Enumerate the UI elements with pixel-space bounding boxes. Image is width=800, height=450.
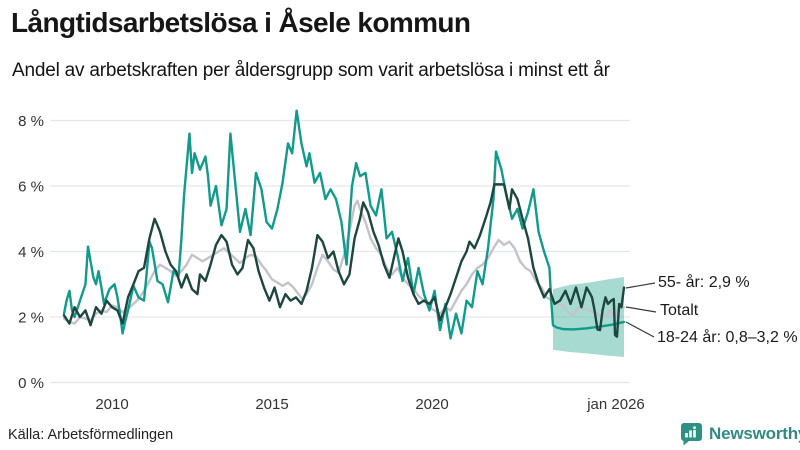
leader-young <box>625 321 655 338</box>
annotation-young: 18-24 år: 0,8–3,2 % <box>657 329 798 346</box>
page-subtitle: Andel av arbetskraften per åldersgrupp s… <box>12 60 610 81</box>
series-line-18-24-r <box>62 109 626 340</box>
axis-tick-labels: 0 % 2 % 4 % 6 % 8 % 2010 2015 2020 jan 2026 <box>18 113 645 413</box>
y-tick-label: 4 % <box>18 244 44 261</box>
x-tick-label: jan 2026 <box>586 396 645 413</box>
y-tick-label: 0 % <box>18 375 44 392</box>
annotation-55plus: 55- år: 2,9 % <box>658 274 750 291</box>
leader-total <box>625 306 657 313</box>
y-tick-label: 6 % <box>18 179 44 196</box>
page-title: Långtidsarbetslösa i Åsele kommun <box>11 7 471 38</box>
newsworthy-icon <box>680 423 702 446</box>
source-note: Källa: Arbetsförmedlingen <box>8 427 174 443</box>
series-line-totalt <box>62 199 626 325</box>
newsworthy-logo[interactable]: Newsworthy <box>680 422 800 446</box>
annotation-leader-lines <box>625 282 657 338</box>
leader-55 <box>625 282 656 289</box>
y-tick-label: 2 % <box>18 310 44 327</box>
gridlines <box>50 119 630 384</box>
series-line-55-r <box>62 183 626 338</box>
brand-name: Newsworthy <box>709 424 800 443</box>
series-lines <box>62 109 626 340</box>
x-tick-label: 2015 <box>255 396 288 413</box>
y-tick-label: 8 % <box>18 113 44 130</box>
x-tick-label: 2020 <box>415 396 448 413</box>
x-tick-label: 2010 <box>95 396 128 413</box>
annotation-total: Totalt <box>660 302 699 319</box>
